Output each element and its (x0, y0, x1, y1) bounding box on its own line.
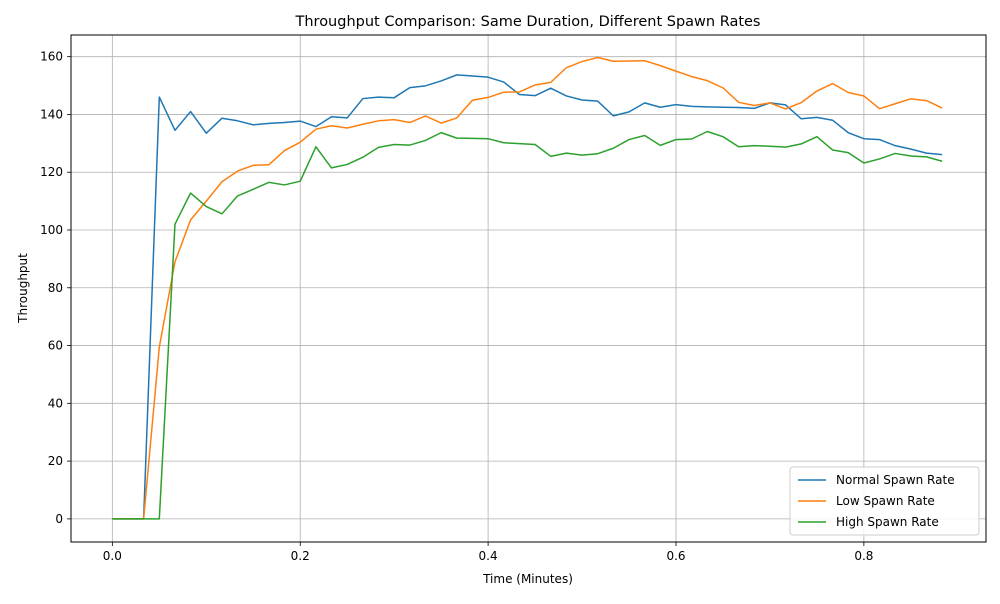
y-tick-label: 0 (55, 512, 63, 526)
y-tick-label: 40 (48, 396, 63, 410)
x-tick-label: 0.6 (666, 549, 685, 563)
y-tick-label: 120 (40, 165, 63, 179)
series-lines (112, 56, 943, 520)
y-tick-label: 60 (48, 339, 63, 353)
x-tick-label: 0.0 (103, 549, 122, 563)
x-axis-label: Time (Minutes) (482, 572, 573, 586)
x-tick-label: 0.8 (854, 549, 873, 563)
y-axis-ticks: 0 20 40 60 80 100 120 140 160 (40, 50, 71, 526)
x-tick-label: 0.4 (479, 549, 498, 563)
legend-label-normal-spawn-rate: Normal Spawn Rate (836, 473, 955, 487)
y-axis-label: Throughput (16, 253, 30, 324)
series-line-high-spawn-rate (112, 130, 943, 520)
y-tick-label: 20 (48, 454, 63, 468)
grid (71, 35, 986, 542)
legend-label-low-spawn-rate: Low Spawn Rate (836, 494, 935, 508)
legend: Normal Spawn Rate Low Spawn Rate High Sp… (789, 466, 980, 536)
x-tick-label: 0.2 (291, 549, 310, 563)
series-line-low-spawn-rate (112, 56, 943, 520)
y-tick-label: 80 (48, 281, 63, 295)
y-tick-label: 140 (40, 107, 63, 121)
legend-box (789, 466, 980, 536)
y-tick-label: 160 (40, 50, 63, 64)
series-line-normal-spawn-rate (112, 74, 943, 520)
plot-frame (70, 34, 987, 543)
legend-label-high-spawn-rate: High Spawn Rate (836, 515, 939, 529)
x-axis-ticks: 0.0 0.2 0.4 0.6 0.8 (103, 542, 873, 563)
chart-title: Throughput Comparison: Same Duration, Di… (295, 14, 761, 30)
y-tick-label: 100 (40, 223, 63, 237)
